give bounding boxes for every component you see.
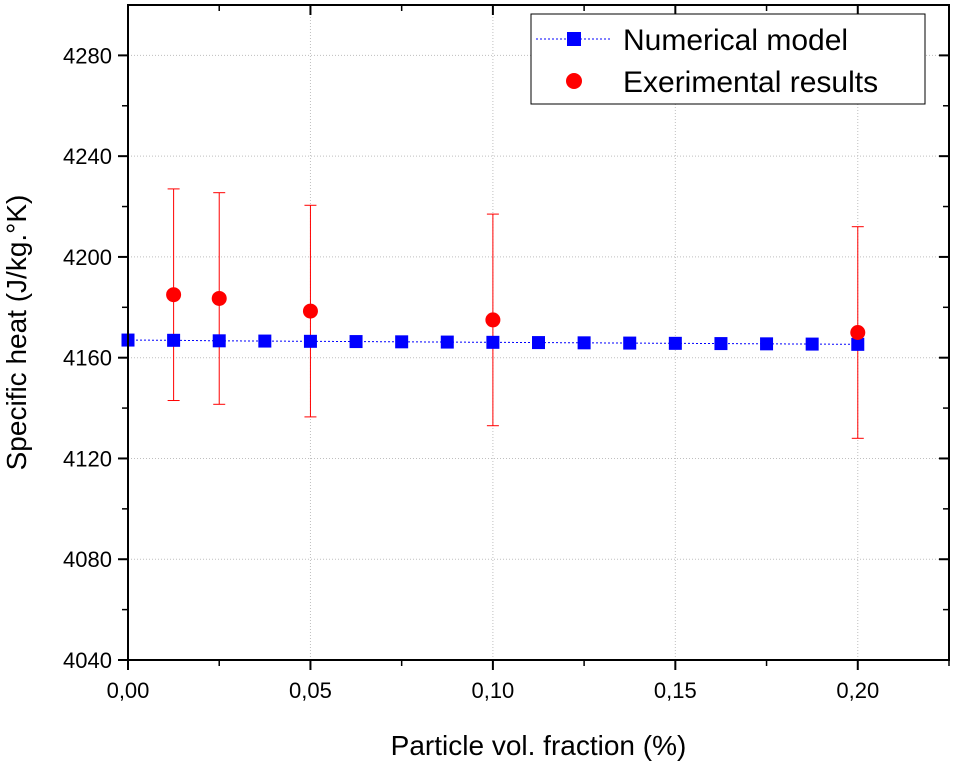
x-tick-label: 0,15 xyxy=(654,678,697,703)
y-tick-label: 4160 xyxy=(63,346,112,371)
legend-marker-numerical xyxy=(567,32,581,46)
numerical-point xyxy=(167,333,181,347)
y-tick-label: 4280 xyxy=(63,43,112,68)
legend-label-numerical: Numerical model xyxy=(623,24,848,57)
legend-box xyxy=(530,13,926,105)
legend: Numerical model Exerimental results xyxy=(530,13,926,105)
error-bars xyxy=(167,188,864,439)
plot-border xyxy=(127,4,950,661)
y-tick-label: 4040 xyxy=(63,648,112,673)
y-tick-label: 4200 xyxy=(63,245,112,270)
y-tick-label: 4240 xyxy=(63,144,112,169)
axis-ticks xyxy=(118,5,950,670)
numerical-point xyxy=(623,336,637,350)
data-markers xyxy=(121,287,866,351)
numerical-point xyxy=(440,335,454,349)
x-tick-label: 0,20 xyxy=(836,678,879,703)
numerical-point xyxy=(714,337,728,351)
x-tick-labels: 0,00 0,05 0,10 0,15 0,20 xyxy=(107,678,880,703)
numerical-point xyxy=(395,335,409,349)
numerical-point xyxy=(258,334,272,348)
numerical-point xyxy=(760,337,774,351)
y-tick-label: 4120 xyxy=(63,446,112,471)
y-axis-title: Specific heat (J/kg.°K) xyxy=(1,195,32,471)
experimental-point xyxy=(485,312,501,328)
numerical-point xyxy=(805,337,819,351)
numerical-point xyxy=(303,334,317,348)
x-tick-label: 0,10 xyxy=(471,678,514,703)
numerical-point xyxy=(532,336,545,350)
legend-label-experimental: Exerimental results xyxy=(623,66,878,99)
x-tick-label: 0,05 xyxy=(289,678,332,703)
experimental-point xyxy=(850,325,866,340)
numerical-point xyxy=(349,335,363,349)
experimental-point xyxy=(211,290,227,306)
plot-frame xyxy=(127,4,950,661)
numerical-point xyxy=(577,336,591,350)
numerical-point xyxy=(851,337,865,351)
x-tick-label: 0,00 xyxy=(107,678,150,703)
numerical-point xyxy=(486,335,500,349)
legend-marker-experimental xyxy=(566,73,582,89)
numerical-point xyxy=(212,334,226,348)
y-tick-label: 4080 xyxy=(63,547,112,572)
y-tick-labels: 4040 4080 4120 4160 4200 4240 4280 xyxy=(63,43,112,673)
experimental-point xyxy=(166,287,182,303)
numerical-point xyxy=(668,336,682,350)
experimental-point xyxy=(302,303,318,319)
x-axis-title: Particle vol. fraction (%) xyxy=(391,730,687,761)
